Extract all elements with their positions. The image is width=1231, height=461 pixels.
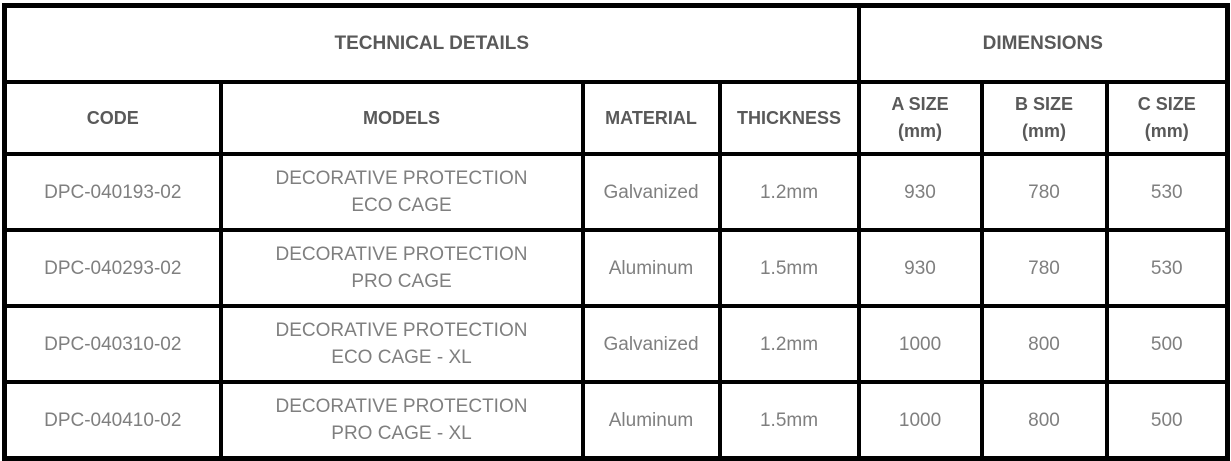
cell-model: DECORATIVE PROTECTION PRO CAGE - XL	[218, 380, 585, 461]
cell-model-line2: PRO CAGE - XL	[331, 423, 472, 444]
cell-model-line1: DECORATIVE PROTECTION	[275, 244, 528, 265]
cell-c-size: 530	[1104, 228, 1230, 308]
cell-model-line2: PRO CAGE	[351, 271, 452, 292]
cell-model: DECORATIVE PROTECTION PRO CAGE	[218, 228, 585, 308]
column-header-thickness: THICKNESS	[717, 80, 861, 156]
column-header-a-size-unit: (mm)	[898, 121, 943, 141]
cell-code: DPC-040410-02	[2, 380, 223, 461]
cell-thickness: 1.2mm	[717, 304, 861, 384]
column-header-b-size: B SIZE (mm)	[979, 80, 1109, 156]
cell-material: Galvanized	[580, 304, 722, 384]
column-header-b-size-unit: (mm)	[1022, 121, 1067, 141]
cell-model: DECORATIVE PROTECTION ECO CAGE - XL	[218, 304, 585, 384]
cell-a-size: 1000	[856, 380, 984, 461]
table-row: DPC-040410-02 DECORATIVE PROTECTION PRO …	[2, 380, 1230, 461]
column-header-c-size-label: C SIZE	[1137, 94, 1196, 114]
cell-thickness: 1.5mm	[717, 228, 861, 308]
column-header-row: CODE MODELS MATERIAL THICKNESS A SIZE (m…	[2, 80, 1230, 156]
cell-material: Galvanized	[580, 152, 722, 232]
column-header-b-size-label: B SIZE	[1015, 94, 1074, 114]
cell-model: DECORATIVE PROTECTION ECO CAGE	[218, 152, 585, 232]
cell-model-line2: ECO CAGE - XL	[331, 347, 472, 368]
cell-code: DPC-040193-02	[2, 152, 223, 232]
cell-code: DPC-040310-02	[2, 304, 223, 384]
cell-b-size: 780	[979, 152, 1109, 232]
group-header-row: TECHNICAL DETAILS DIMENSIONS	[2, 3, 1230, 84]
column-header-material: MATERIAL	[580, 80, 722, 156]
table-row: DPC-040310-02 DECORATIVE PROTECTION ECO …	[2, 304, 1230, 384]
column-header-a-size-label: A SIZE	[891, 94, 949, 114]
cell-model-line1: DECORATIVE PROTECTION	[275, 396, 528, 417]
cell-c-size: 500	[1104, 380, 1230, 461]
column-header-c-size: C SIZE (mm)	[1104, 80, 1230, 156]
page: TECHNICAL DETAILS DIMENSIONS CODE MODELS…	[2, 3, 1231, 461]
cell-code: DPC-040293-02	[2, 228, 223, 308]
cell-b-size: 800	[979, 380, 1109, 461]
cell-model-line1: DECORATIVE PROTECTION	[275, 168, 528, 189]
cell-b-size: 780	[979, 228, 1109, 308]
cell-model-line1: DECORATIVE PROTECTION	[275, 320, 528, 341]
cell-b-size: 800	[979, 304, 1109, 384]
cell-thickness: 1.5mm	[717, 380, 861, 461]
cell-a-size: 930	[856, 152, 984, 232]
cell-model-line2: ECO CAGE	[351, 195, 452, 216]
group-header-dimensions: DIMENSIONS	[856, 3, 1230, 84]
table-row: DPC-040293-02 DECORATIVE PROTECTION PRO …	[2, 228, 1230, 308]
column-header-a-size: A SIZE (mm)	[856, 80, 984, 156]
column-header-models: MODELS	[218, 80, 585, 156]
column-header-code: CODE	[2, 80, 223, 156]
cell-material: Aluminum	[580, 380, 722, 461]
cell-c-size: 500	[1104, 304, 1230, 384]
cell-material: Aluminum	[580, 228, 722, 308]
cell-a-size: 930	[856, 228, 984, 308]
product-spec-table: TECHNICAL DETAILS DIMENSIONS CODE MODELS…	[2, 3, 1231, 461]
cell-thickness: 1.2mm	[717, 152, 861, 232]
cell-c-size: 530	[1104, 152, 1230, 232]
table-row: DPC-040193-02 DECORATIVE PROTECTION ECO …	[2, 152, 1230, 232]
cell-a-size: 1000	[856, 304, 984, 384]
column-header-c-size-unit: (mm)	[1144, 121, 1189, 141]
group-header-technical-details: TECHNICAL DETAILS	[2, 3, 861, 84]
